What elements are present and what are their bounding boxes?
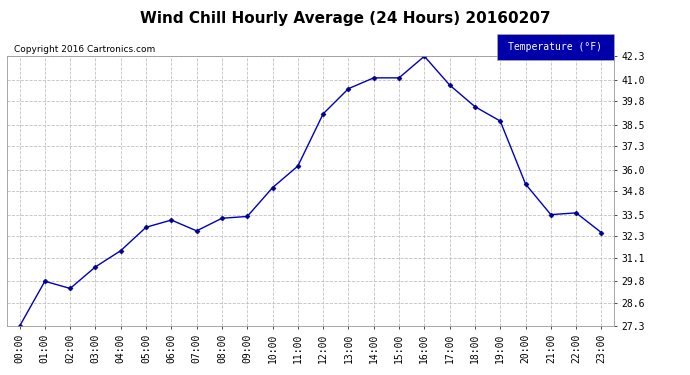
Text: Copyright 2016 Cartronics.com: Copyright 2016 Cartronics.com [14, 45, 155, 54]
Text: Temperature (°F): Temperature (°F) [509, 42, 602, 52]
Text: Wind Chill Hourly Average (24 Hours) 20160207: Wind Chill Hourly Average (24 Hours) 201… [139, 11, 551, 26]
